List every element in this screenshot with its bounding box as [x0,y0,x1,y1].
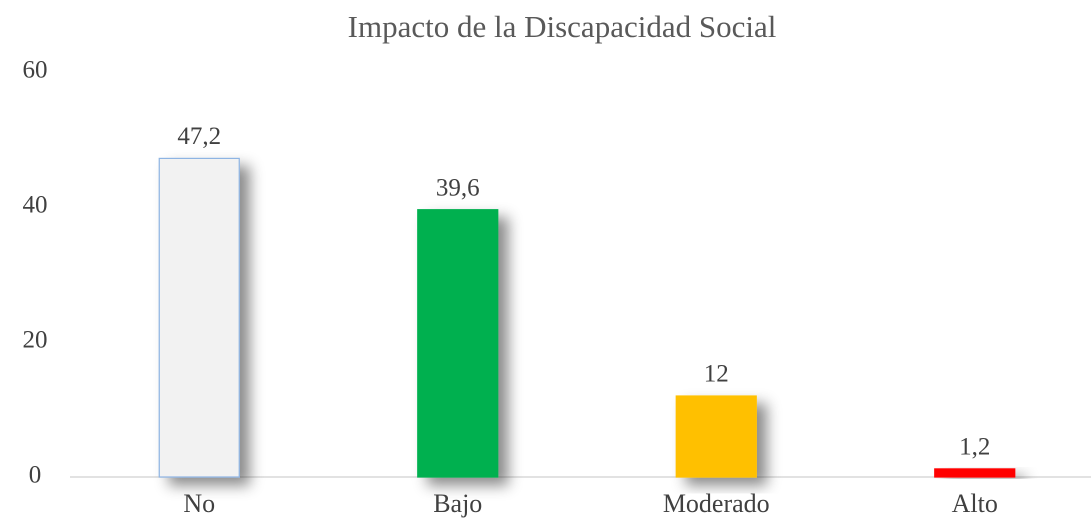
data-label: 47,2 [177,123,221,150]
bar [675,395,757,478]
data-label: 1,2 [959,434,990,461]
y-tick-label: 40 [23,192,48,219]
x-tick-label: No [183,489,215,518]
bar [934,468,1016,478]
y-tick-label: 60 [23,57,48,84]
chart-title: Impacto de la Discapacidad Social [348,9,777,44]
y-tick-label: 0 [29,462,42,489]
x-tick-label: Bajo [433,489,482,518]
bar [158,157,240,478]
data-label: 12 [704,361,729,388]
bar [417,209,499,478]
data-label: 39,6 [436,174,480,201]
x-tick-label: Alto [952,489,998,518]
x-tick-label: Moderado [663,489,770,518]
y-tick-label: 20 [23,327,48,354]
